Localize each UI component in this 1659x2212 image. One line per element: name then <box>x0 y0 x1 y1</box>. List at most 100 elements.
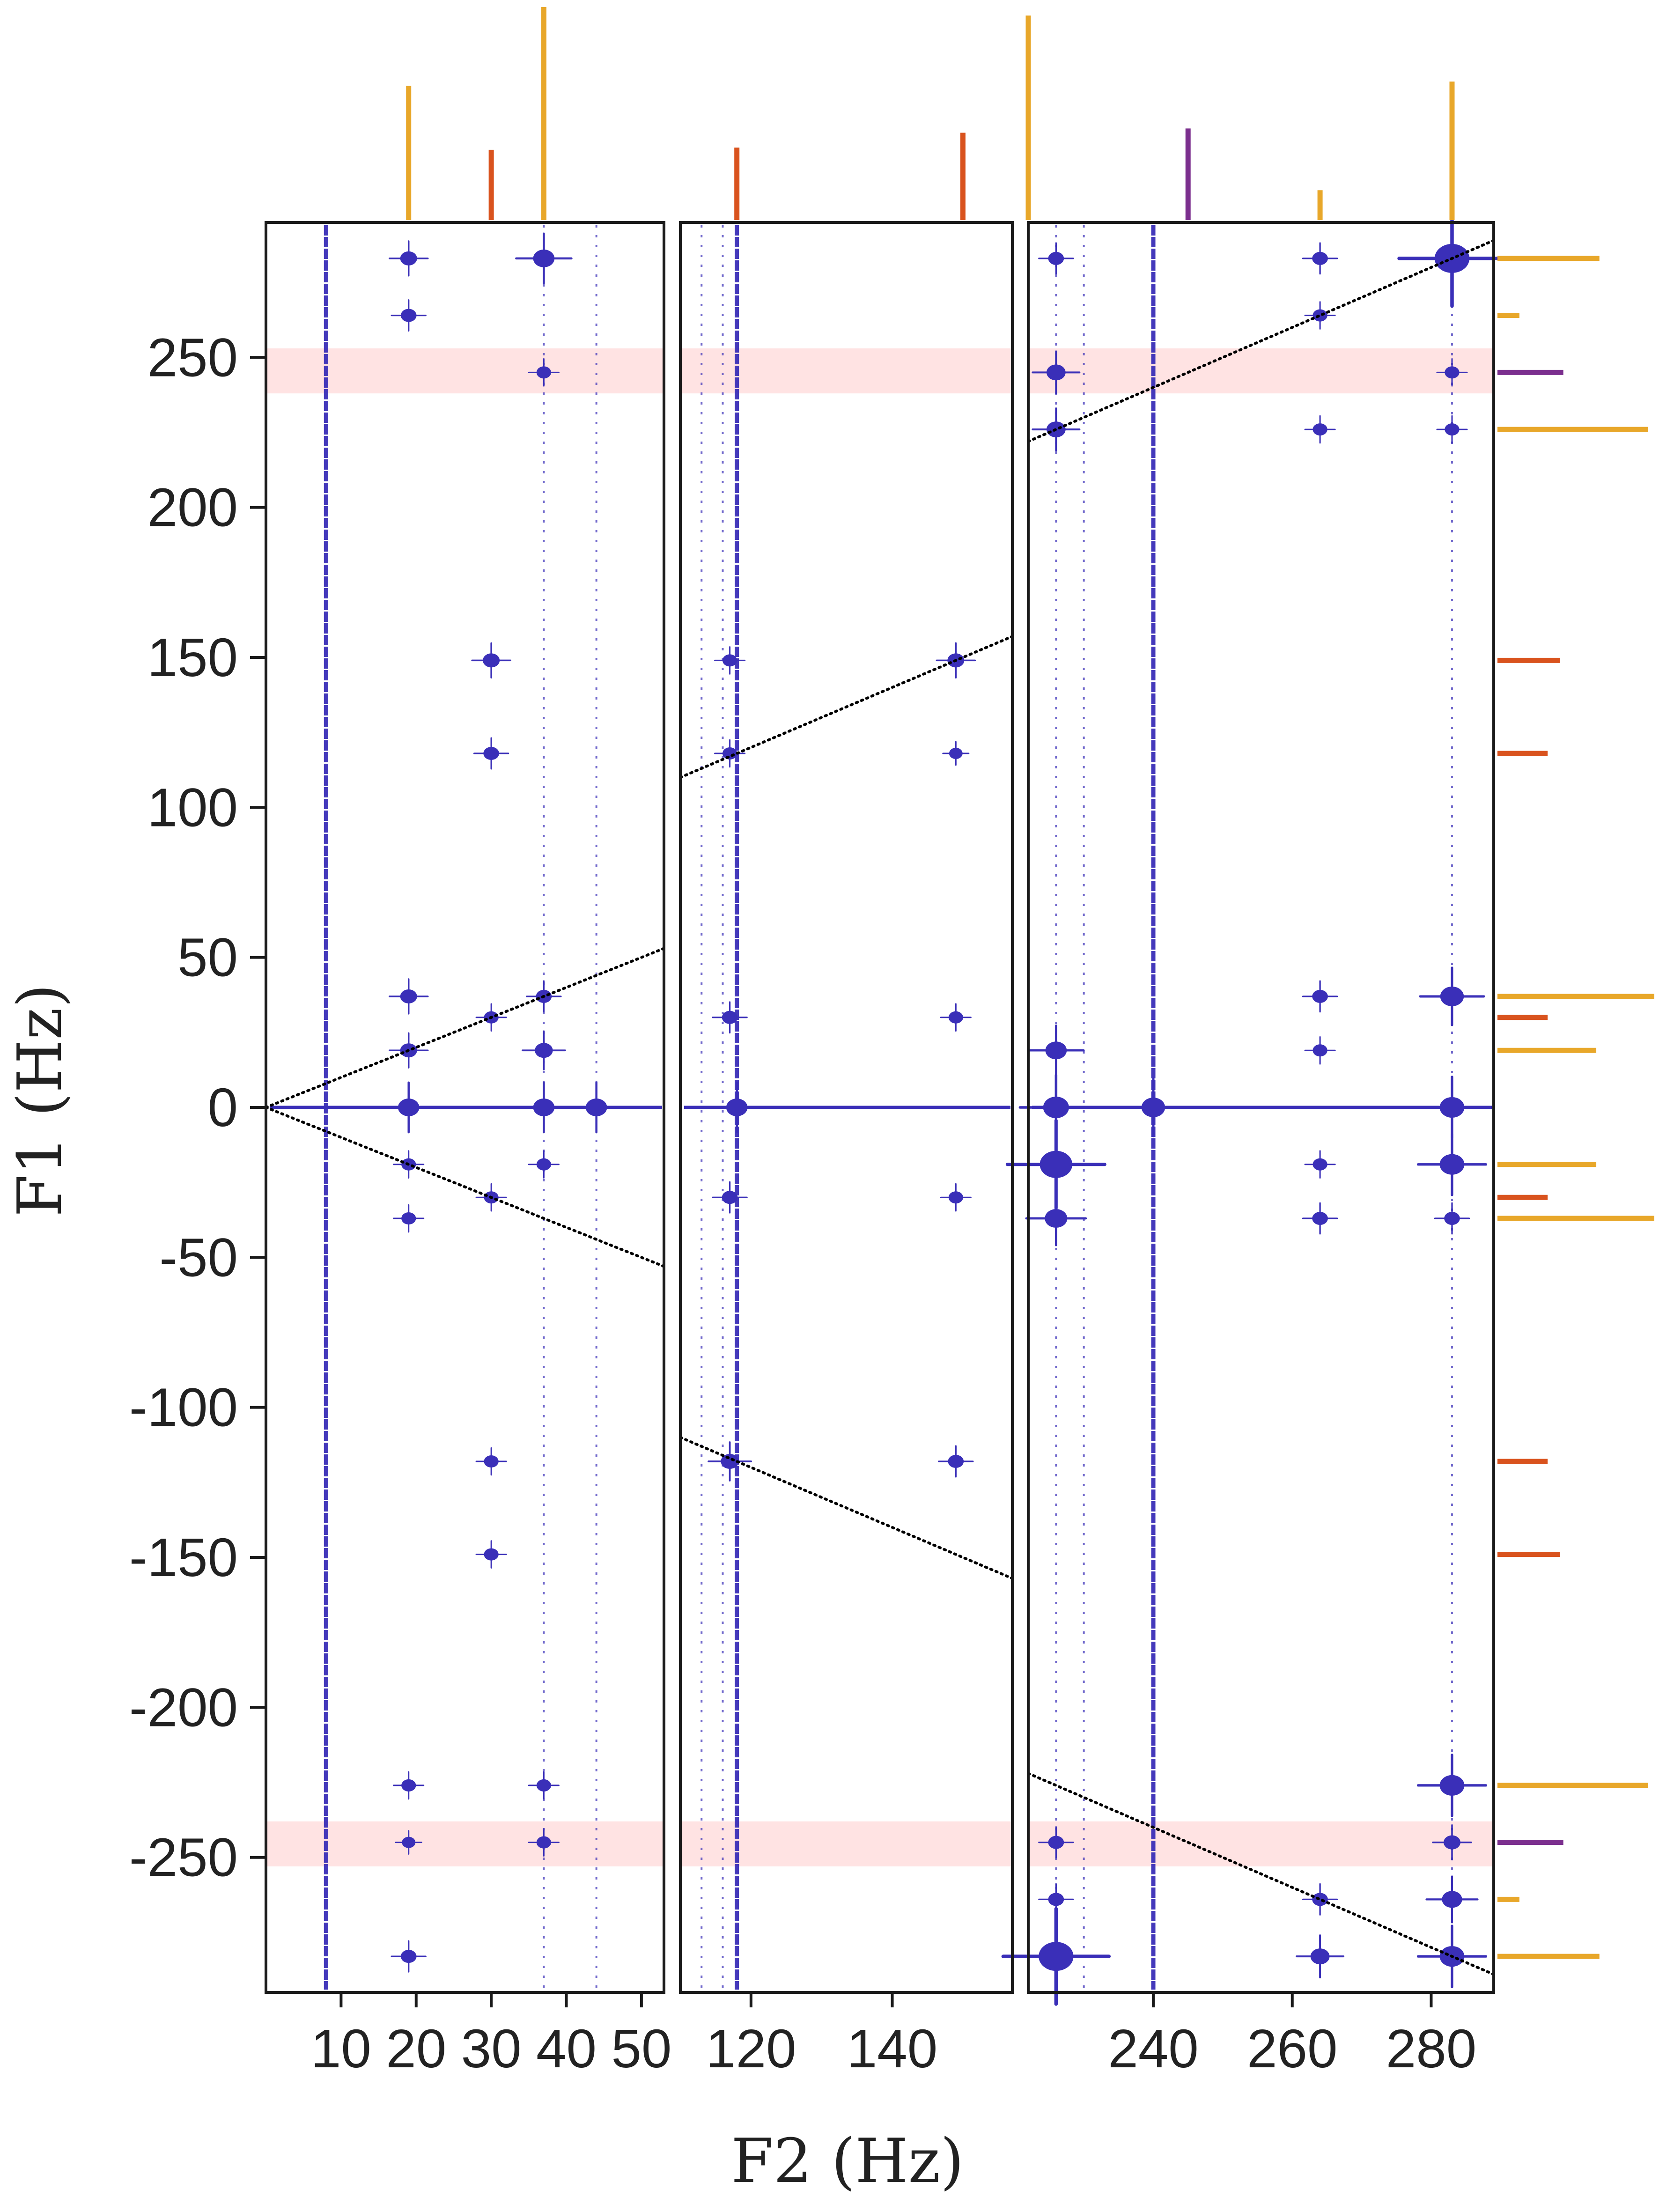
highlight-bands <box>266 348 1494 1866</box>
peak-marker-left-21 <box>402 1836 416 1848</box>
x-tick-label-left-0: 10 <box>311 2018 371 2079</box>
peak-marker-left-4 <box>400 309 417 322</box>
x-axis-title: F2 (Hz) <box>731 2125 964 2197</box>
peak-marker-right-11 <box>1445 423 1460 436</box>
peak-marker-left-7 <box>483 653 500 668</box>
peak-marker-left-23 <box>536 1836 551 1849</box>
peak-marker-left-13 <box>535 1043 553 1058</box>
peak-marker-right-6 <box>1312 251 1328 265</box>
highlight-band-left-0 <box>266 348 664 394</box>
peak-marker-middle-7 <box>949 748 963 759</box>
peak-marker-left-5 <box>533 249 555 267</box>
panel-frames <box>265 221 1495 1994</box>
peak-marker-right-13 <box>1040 1150 1073 1178</box>
peak-marker-right-18 <box>1312 1212 1328 1225</box>
y-tick-label-2: 150 <box>147 627 238 688</box>
reference-lines <box>265 239 1495 1976</box>
peak-marker-right-16 <box>1312 1044 1327 1057</box>
axis-ticks: 10 20 30 40 50 120 140 240 260 280250200150100500… <box>129 327 1476 2079</box>
peak-marker-left-8 <box>483 747 499 760</box>
y-axis-title: F1 (Hz) <box>4 984 75 1217</box>
x-tick-label-middle-1: 140 <box>847 2018 938 2079</box>
y-tick-label-4: 50 <box>177 927 238 988</box>
reference-line-right-0 <box>1027 239 1495 443</box>
peak-marker-left-17 <box>536 1158 551 1171</box>
panel-frame-middle <box>679 221 1014 1994</box>
highlight-band-left-1 <box>266 1821 664 1866</box>
y-tick-label-5: 0 <box>207 1077 238 1138</box>
highlight-band-middle-1 <box>680 1821 1012 1866</box>
y-tick-label-0: 250 <box>147 327 238 388</box>
y-tick-label-1: 200 <box>147 477 238 538</box>
reference-line-right-1 <box>1027 1772 1495 1976</box>
peak-marker-middle-9 <box>948 1191 963 1204</box>
y-tick-label-6: -50 <box>159 1227 238 1288</box>
reference-line-left-0 <box>265 947 665 1109</box>
x-tick-label-left-3: 40 <box>536 2018 597 2079</box>
peak-markers <box>380 209 1507 2006</box>
peak-marker-left-18 <box>484 1455 499 1467</box>
peak-marker-left-2 <box>585 1099 607 1116</box>
peak-marker-middle-10 <box>948 1455 964 1468</box>
y-tick-label-10: -250 <box>129 1827 238 1888</box>
highlight-band-middle-0 <box>680 348 1012 394</box>
peak-marker-left-6 <box>536 366 551 379</box>
peak-marker-middle-1 <box>722 654 737 667</box>
y-tick-label-9: -200 <box>129 1677 238 1738</box>
peak-marker-left-20 <box>401 1779 416 1792</box>
peak-marker-middle-8 <box>948 1011 963 1024</box>
highlight-band-right-1 <box>1028 1821 1494 1866</box>
panel-frame-right <box>1027 221 1495 1994</box>
x-tick-label-left-4: 50 <box>611 2018 671 2079</box>
peak-marker-middle-5 <box>721 1454 739 1469</box>
peak-marker-right-7 <box>1312 309 1327 322</box>
peak-marker-right-4 <box>1046 364 1066 381</box>
peak-marker-left-0 <box>398 1099 420 1116</box>
peak-marker-left-22 <box>536 1779 551 1792</box>
peak-marker-right-8 <box>1312 423 1327 436</box>
x-tick-label-middle-0: 120 <box>706 2018 796 2079</box>
peak-marker-left-24 <box>400 1950 417 1963</box>
peak-marker-right-28 <box>1443 1835 1460 1850</box>
peak-marker-middle-2 <box>722 747 737 759</box>
peak-marker-middle-0 <box>726 1099 748 1116</box>
reference-line-left-1 <box>265 1106 665 1268</box>
peak-marker-right-20 <box>1439 1154 1465 1175</box>
x-tick-label-left-1: 20 <box>386 2018 446 2079</box>
peak-marker-right-22 <box>1048 1836 1064 1849</box>
peak-marker-right-19 <box>1440 986 1464 1006</box>
peak-marker-right-2 <box>1439 1097 1465 1118</box>
y-tick-label-7: -100 <box>129 1377 238 1438</box>
peak-marker-right-23 <box>1048 1893 1064 1906</box>
peak-marker-right-1 <box>1141 1098 1165 1117</box>
peak-marker-right-3 <box>1048 251 1064 265</box>
vertical-streaks <box>270 225 1492 1990</box>
stick-spectra <box>406 7 1654 1959</box>
peak-marker-left-3 <box>400 251 417 265</box>
peak-marker-right-26 <box>1310 1948 1330 1965</box>
y-tick-label-8: -150 <box>129 1527 238 1588</box>
peak-marker-left-19 <box>484 1548 499 1561</box>
peak-marker-right-14 <box>1045 1209 1068 1228</box>
peak-marker-right-25 <box>1312 1893 1328 1906</box>
peak-marker-right-29 <box>1442 1891 1462 1908</box>
peak-marker-left-9 <box>400 989 417 1003</box>
peak-marker-right-10 <box>1445 366 1460 379</box>
reference-line-middle-0 <box>679 635 1014 779</box>
peak-marker-left-1 <box>533 1099 555 1116</box>
peak-marker-right-24 <box>1039 1942 1074 1971</box>
peak-marker-right-17 <box>1312 1158 1327 1171</box>
y-tick-label-3: 100 <box>147 777 238 838</box>
x-tick-label-right-0: 240 <box>1108 2018 1199 2079</box>
peak-marker-right-0 <box>1043 1097 1069 1118</box>
peak-marker-left-15 <box>401 1212 416 1225</box>
x-tick-label-right-1: 260 <box>1247 2018 1338 2079</box>
peak-marker-right-15 <box>1312 989 1328 1003</box>
reference-line-middle-1 <box>679 1436 1014 1580</box>
peak-marker-right-21 <box>1444 1212 1460 1225</box>
peak-marker-middle-3 <box>722 1010 738 1024</box>
x-tick-label-left-2: 30 <box>461 2018 522 2079</box>
x-tick-label-right-2: 280 <box>1386 2018 1477 2079</box>
peak-marker-right-27 <box>1439 1775 1465 1796</box>
